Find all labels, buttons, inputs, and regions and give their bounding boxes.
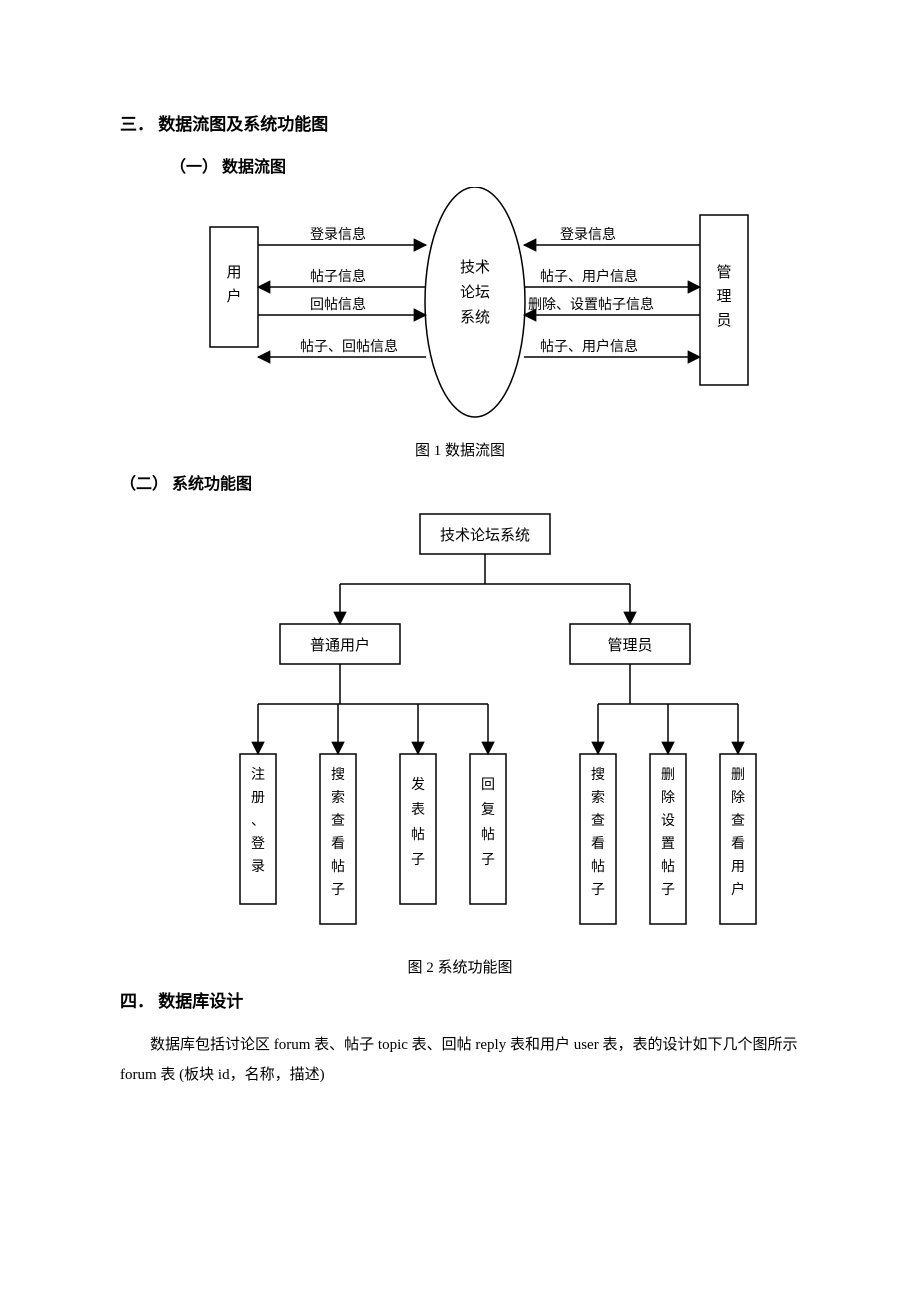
- dfd-node-user: [210, 227, 258, 347]
- svg-text:帖子、用户信息: 帖子、用户信息: [540, 338, 638, 355]
- svg-text:删: 删: [661, 767, 675, 783]
- section3-heading: 三． 数据流图及系统功能图: [120, 110, 800, 135]
- svg-text:搜: 搜: [331, 767, 345, 783]
- svg-text:子: 子: [661, 882, 675, 898]
- svg-text:登: 登: [251, 836, 265, 852]
- svg-text:管: 管: [716, 264, 731, 281]
- svg-text:索: 索: [331, 789, 345, 806]
- tree-leaf: 注 册 、 登 录: [240, 754, 276, 904]
- svg-text:登录信息: 登录信息: [310, 226, 366, 243]
- svg-text:看: 看: [731, 836, 745, 852]
- tree-leaf: 发 表 帖 子: [400, 754, 436, 904]
- svg-text:用: 用: [226, 265, 241, 281]
- svg-text:除: 除: [731, 790, 745, 806]
- svg-text:员: 员: [716, 313, 731, 329]
- svg-text:置: 置: [661, 836, 675, 852]
- svg-text:帖: 帖: [331, 859, 345, 875]
- svg-text:子: 子: [411, 852, 425, 868]
- svg-text:帖: 帖: [591, 859, 605, 875]
- svg-text:册: 册: [251, 791, 265, 806]
- dfd-node-system: [425, 187, 525, 417]
- figure2-caption: 图 2 系统功能图: [120, 956, 800, 977]
- svg-text:登录信息: 登录信息: [560, 226, 616, 243]
- svg-text:回帖信息: 回帖信息: [310, 296, 366, 313]
- figure1-caption: 图 1 数据流图: [120, 439, 800, 460]
- dfd-diagram: 用 户 技术 论坛 系统 管 理 员 登录信息 帖子信息 回帖信息 帖子、回帖信…: [150, 187, 810, 427]
- svg-text:删除、设置帖子信息: 删除、设置帖子信息: [528, 296, 654, 313]
- tree-diagram: 技术论坛系统 普通用户 管理员 注 册 、 登 录: [150, 504, 810, 944]
- tree-leaf: 回 复 帖 子: [470, 754, 506, 904]
- svg-text:技术: 技术: [460, 259, 490, 276]
- svg-text:子: 子: [591, 882, 605, 898]
- svg-text:管理员: 管理员: [607, 637, 652, 654]
- svg-text:查: 查: [731, 813, 745, 829]
- svg-text:系统: 系统: [460, 309, 490, 326]
- section4-p1: 数据库包括讨论区 forum 表、帖子 topic 表、回帖 reply 表和用…: [120, 1030, 800, 1060]
- tree-leaf: 搜 索 查 看 帖 子: [580, 754, 616, 924]
- svg-text:复: 复: [481, 801, 495, 818]
- svg-text:子: 子: [481, 852, 495, 868]
- section3-sub2: （二） 系统功能图: [120, 470, 800, 494]
- svg-text:删: 删: [731, 767, 745, 783]
- svg-text:看: 看: [331, 836, 345, 852]
- section4-p2: forum 表 (板块 id，名称，描述): [120, 1060, 800, 1090]
- svg-text:子: 子: [331, 882, 345, 898]
- svg-text:技术论坛系统: 技术论坛系统: [440, 527, 530, 544]
- svg-text:帖子、回帖信息: 帖子、回帖信息: [300, 338, 398, 355]
- section4-heading: 四． 数据库设计: [120, 987, 800, 1012]
- tree-leaf: 删 除 设 置 帖 子: [650, 754, 686, 924]
- svg-text:论坛: 论坛: [460, 284, 490, 301]
- svg-text:发: 发: [411, 777, 425, 793]
- svg-text:查: 查: [331, 813, 345, 829]
- svg-text:回: 回: [481, 777, 495, 793]
- svg-text:帖子、用户信息: 帖子、用户信息: [540, 268, 638, 285]
- svg-text:录: 录: [251, 859, 265, 875]
- tree-leaf: 删 除 查 看 用 户: [720, 754, 756, 924]
- svg-text:索: 索: [591, 789, 605, 806]
- svg-text:看: 看: [591, 836, 605, 852]
- svg-text:注: 注: [251, 767, 265, 783]
- svg-text:理: 理: [716, 289, 731, 305]
- svg-text:设: 设: [661, 813, 675, 829]
- svg-text:、: 、: [251, 814, 265, 829]
- section3-sub1: （一） 数据流图: [170, 153, 800, 177]
- svg-text:帖: 帖: [411, 827, 425, 843]
- svg-text:户: 户: [731, 881, 745, 898]
- svg-text:搜: 搜: [591, 767, 605, 783]
- svg-text:帖: 帖: [481, 827, 495, 843]
- svg-text:普通用户: 普通用户: [310, 637, 370, 654]
- svg-text:查: 查: [591, 813, 605, 829]
- svg-text:帖: 帖: [661, 859, 675, 875]
- svg-text:除: 除: [661, 790, 675, 806]
- tree-leaf: 搜 索 查 看 帖 子: [320, 754, 356, 924]
- svg-text:帖子信息: 帖子信息: [310, 268, 366, 285]
- svg-text:表: 表: [411, 802, 425, 818]
- svg-text:用: 用: [731, 860, 745, 875]
- svg-text:户: 户: [226, 288, 241, 305]
